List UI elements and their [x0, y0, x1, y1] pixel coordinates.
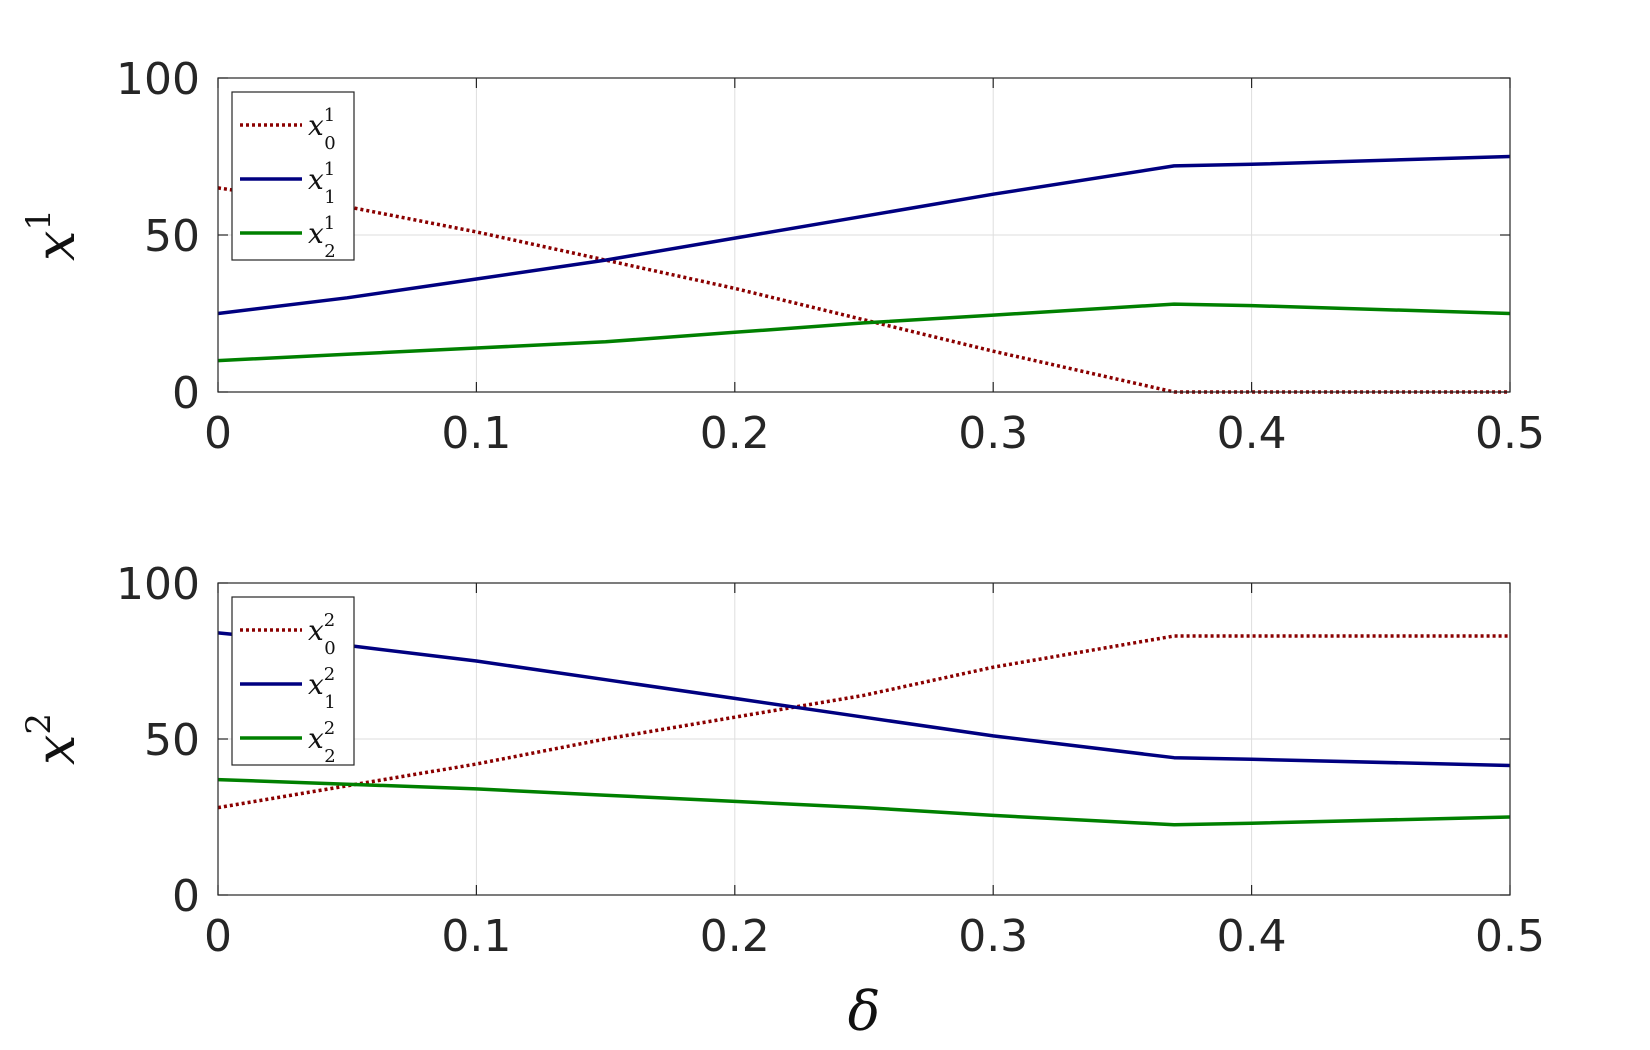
- legend-entry-sup: 2: [324, 718, 335, 739]
- series-line-x2-1: [217, 302, 1511, 363]
- legend-entry-sub: 0: [324, 638, 335, 659]
- legend-entry-base: x: [308, 668, 324, 701]
- legend-entry-base: x: [308, 614, 324, 647]
- y-axis-label: x2: [19, 713, 87, 765]
- legend-entry-sub: 2: [324, 241, 335, 262]
- legend-entry-sup: 1: [324, 213, 335, 234]
- legend-entry-base: x: [308, 109, 324, 142]
- y-tick-label: 50: [144, 211, 200, 262]
- legend-entry-sub: 2: [324, 746, 335, 767]
- series-line-x1-2: [217, 631, 1511, 768]
- legend-entry-base: x: [308, 163, 324, 196]
- y-axis-label-sup: 2: [19, 713, 59, 735]
- legend-entry-sub: 1: [324, 692, 335, 713]
- y-axis-label: x1: [19, 209, 87, 261]
- legend-entry-sup: 1: [324, 105, 335, 126]
- y-axis-label-base: x: [24, 231, 87, 261]
- legend: x1 0x1 1x1 2: [231, 91, 355, 262]
- y-tick-label: 0: [172, 871, 200, 922]
- legend-box: [231, 596, 355, 766]
- legend-entry-sup: 2: [324, 664, 335, 685]
- x-tick-label: 0.1: [441, 408, 511, 459]
- x-tick-label: 0.4: [1217, 408, 1287, 459]
- legend-entry: x2 1: [308, 664, 336, 713]
- x-tick-label: 0.4: [1217, 911, 1287, 962]
- y-tick-label: 100: [116, 54, 200, 105]
- x-tick-label: 0.1: [441, 911, 511, 962]
- y-axis-label-sup: 1: [19, 209, 59, 231]
- legend-entry: x2 2: [308, 718, 336, 767]
- legend-entry-sub: 0: [324, 133, 335, 154]
- series-line-x2-2: [217, 777, 1511, 827]
- y-axis-label-base: x: [24, 735, 87, 765]
- legend-entry: x1 0: [308, 105, 336, 154]
- x-tick-label: 0: [204, 408, 232, 459]
- series-line-x1-1: [217, 154, 1511, 316]
- legend-entry: x2 0: [308, 610, 336, 659]
- y-tick-label: 50: [144, 715, 200, 766]
- x-tick-label: 0.3: [958, 911, 1028, 962]
- legend: x2 0x2 1x2 2: [231, 596, 355, 767]
- y-tick-label: 100: [116, 559, 200, 610]
- legend-entry-sup: 2: [324, 610, 335, 631]
- legend-entry: x1 1: [308, 159, 336, 208]
- legend-entry: x1 2: [308, 213, 336, 262]
- x-tick-label: 0.2: [700, 911, 770, 962]
- legend-entry-sub: 1: [324, 187, 335, 208]
- legend-box: [231, 91, 355, 261]
- legend-entry-sup: 1: [324, 159, 335, 180]
- x-axis-label: δ: [848, 980, 881, 1043]
- x-tick-label: 0.5: [1475, 408, 1545, 459]
- x-tick-label: 0: [204, 911, 232, 962]
- legend-entry-base: x: [308, 217, 324, 250]
- legend-entry-base: x: [308, 722, 324, 755]
- x-tick-label: 0.3: [958, 408, 1028, 459]
- y-tick-label: 0: [172, 368, 200, 419]
- x-tick-label: 0.5: [1475, 911, 1545, 962]
- x-tick-label: 0.2: [700, 408, 770, 459]
